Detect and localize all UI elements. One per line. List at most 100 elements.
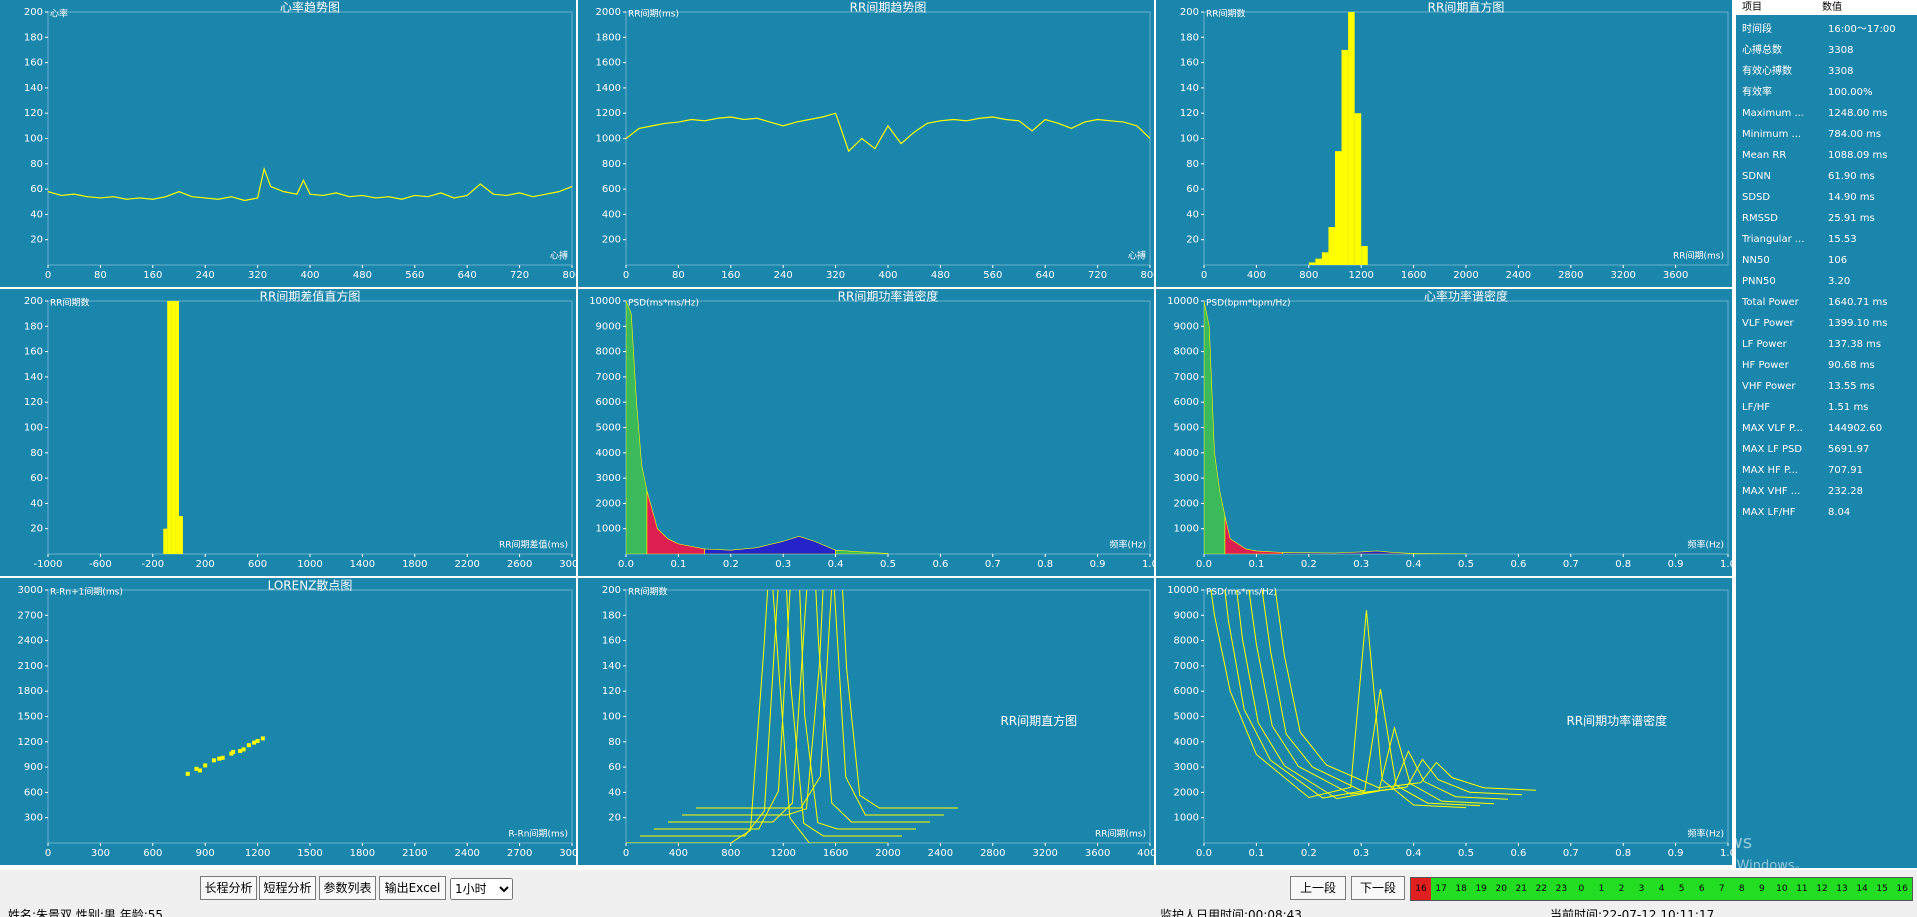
y-tick-label: 4000 [1174, 448, 1199, 459]
hour-label[interactable]: 18 [1455, 884, 1467, 894]
y-tick-label: 60 [1186, 184, 1199, 195]
hour-label[interactable]: 7 [1718, 884, 1725, 894]
hour-label[interactable]: 16 [1411, 878, 1432, 900]
hour-label[interactable]: 8 [1738, 884, 1745, 894]
hour-label[interactable]: 14 [1856, 884, 1868, 894]
hour-label[interactable]: 0 [1578, 884, 1585, 894]
x-tick-label: 0.8 [1037, 559, 1053, 570]
y-tick-label: 120 [1180, 108, 1199, 119]
histogram-bar [1321, 252, 1329, 265]
y-tick-label: 2000 [596, 7, 621, 18]
toolbar: 长程分析 短程分析 参数列表 输出Excel 1小时 上一段 下一段 16 17 1… [0, 870, 1917, 905]
button[interactable]: 参数列表 [319, 876, 376, 900]
x-axis-label: 频率(Hz) [1687, 539, 1724, 551]
hour-label[interactable]: 20 [1495, 884, 1507, 894]
y-tick-label: 1000 [596, 524, 621, 535]
hour-label[interactable]: 6 [1698, 884, 1705, 894]
hour-label[interactable]: 19 [1475, 884, 1487, 894]
analysis-view: 项目 数值 激活 Windows 转到“设置”以激活 Windows。 2040… [0, 0, 1917, 870]
x-tick-label: 1600 [1401, 270, 1426, 281]
histogram-bar [1354, 113, 1362, 265]
button[interactable]: 上一段 [1290, 876, 1346, 900]
hour-label[interactable]: 12 [1816, 884, 1828, 894]
scatter-point [203, 763, 208, 768]
stat-value: 8.04 [1828, 507, 1850, 518]
x-tick-label: 2700 [507, 848, 532, 859]
y-tick-label: 40 [608, 787, 621, 798]
x-tick-label: 480 [353, 270, 372, 281]
x-tick-label: 1800 [402, 559, 427, 570]
status-bar: 姓名:朱景双 性别:男 年龄:55 监护人日用时间:00:08:43 当前时间:… [0, 905, 1917, 917]
hour-label[interactable]: 3 [1638, 884, 1645, 894]
x-tick-label: 300 [91, 848, 110, 859]
y-tick-label: 1000 [1174, 813, 1199, 824]
x-tick-label: 1600 [823, 848, 848, 859]
stat-name: MAX VLF P... [1742, 423, 1803, 434]
x-tick-label: 400 [669, 848, 688, 859]
y-tick-label: 120 [602, 686, 621, 697]
y-tick-label: 1000 [596, 134, 621, 145]
button[interactable]: 下一段 [1351, 876, 1405, 900]
y-tick-label: 80 [30, 159, 43, 170]
hour-label[interactable]: 15 [1876, 884, 1888, 894]
plot-area [626, 301, 889, 554]
scatter-point [238, 749, 243, 754]
hour-label[interactable]: 22 [1535, 884, 1548, 894]
stat-name: 心搏总数 [1742, 43, 1782, 56]
scatter-point [260, 736, 265, 741]
x-tick-label: 2600 [507, 559, 532, 570]
x-tick-label: 1500 [297, 848, 322, 859]
scatter-point [185, 771, 190, 776]
hour-label[interactable]: 21 [1515, 884, 1527, 894]
button[interactable]: 输出Excel [379, 876, 446, 900]
scatter-point [217, 756, 222, 761]
x-tick-label: 0.2 [723, 559, 739, 570]
hour-label[interactable]: 1 [1598, 884, 1605, 894]
hour-label[interactable]: 17 [1435, 884, 1447, 894]
x-tick-label: 1200 [245, 848, 270, 859]
hour-label[interactable]: 4 [1658, 884, 1665, 894]
x-tick-label: 1.0 [1142, 559, 1158, 570]
y-tick-label: 140 [602, 661, 621, 672]
hour-label[interactable]: 23 [1555, 884, 1568, 894]
hour-label[interactable]: 11 [1796, 884, 1808, 894]
x-tick-label: 2800 [1558, 270, 1583, 281]
x-tick-label: 0 [623, 848, 629, 859]
y-tick-label: 1400 [596, 83, 621, 94]
stat-value: 137.38 ms [1828, 339, 1881, 350]
y-tick-label: 1600 [596, 58, 621, 69]
hour-label[interactable]: 9 [1758, 884, 1765, 894]
y-tick-label: 60 [30, 184, 43, 195]
plot-area [1204, 301, 1467, 554]
stat-name: RMSSD [1742, 213, 1778, 224]
stat-name: Maximum ... [1742, 108, 1804, 119]
y-tick-label: 100 [602, 712, 621, 723]
stat-value: 707.91 [1828, 465, 1863, 476]
y-tick-label: 3000 [1174, 762, 1199, 773]
histogram-bar [171, 301, 176, 554]
elapsed-time: 监护人日用时间:00:08:43 [1160, 908, 1302, 917]
button[interactable]: 长程分析 [200, 876, 257, 900]
button[interactable]: 短程分析 [259, 876, 316, 900]
hour-label[interactable]: 2 [1618, 884, 1625, 894]
hour-label[interactable]: 5 [1678, 884, 1685, 894]
y-tick-label: 6000 [1174, 686, 1199, 697]
stat-value: 3308 [1828, 45, 1853, 56]
x-tick-label: 80 [94, 270, 107, 281]
y-tick-label: 900 [24, 762, 43, 773]
interval-select[interactable]: 1小时 [450, 878, 513, 900]
timeline[interactable]: 16 17 18 19 20 21 22 23 0 1 2 3 4 5 6 7 8 9 10 11 12 13 14 15 16 [1410, 877, 1913, 901]
x-tick-label: 0.9 [1668, 559, 1684, 570]
hour-label[interactable]: 13 [1836, 884, 1848, 894]
chart-title: RR间期差值直方图 [260, 289, 361, 304]
y-axis-label: RR间期数 [1206, 8, 1246, 20]
chart-title: RR间期直方图 [1000, 713, 1077, 728]
y-tick-label: 3000 [596, 473, 621, 484]
stat-value: 1248.00 ms [1828, 108, 1887, 119]
hour-label[interactable]: 10 [1776, 884, 1788, 894]
y-tick-label: 400 [602, 209, 621, 220]
hour-label[interactable]: 16 [1896, 884, 1908, 894]
x-tick-label: 0.5 [1458, 848, 1474, 859]
x-tick-label: 320 [826, 270, 845, 281]
